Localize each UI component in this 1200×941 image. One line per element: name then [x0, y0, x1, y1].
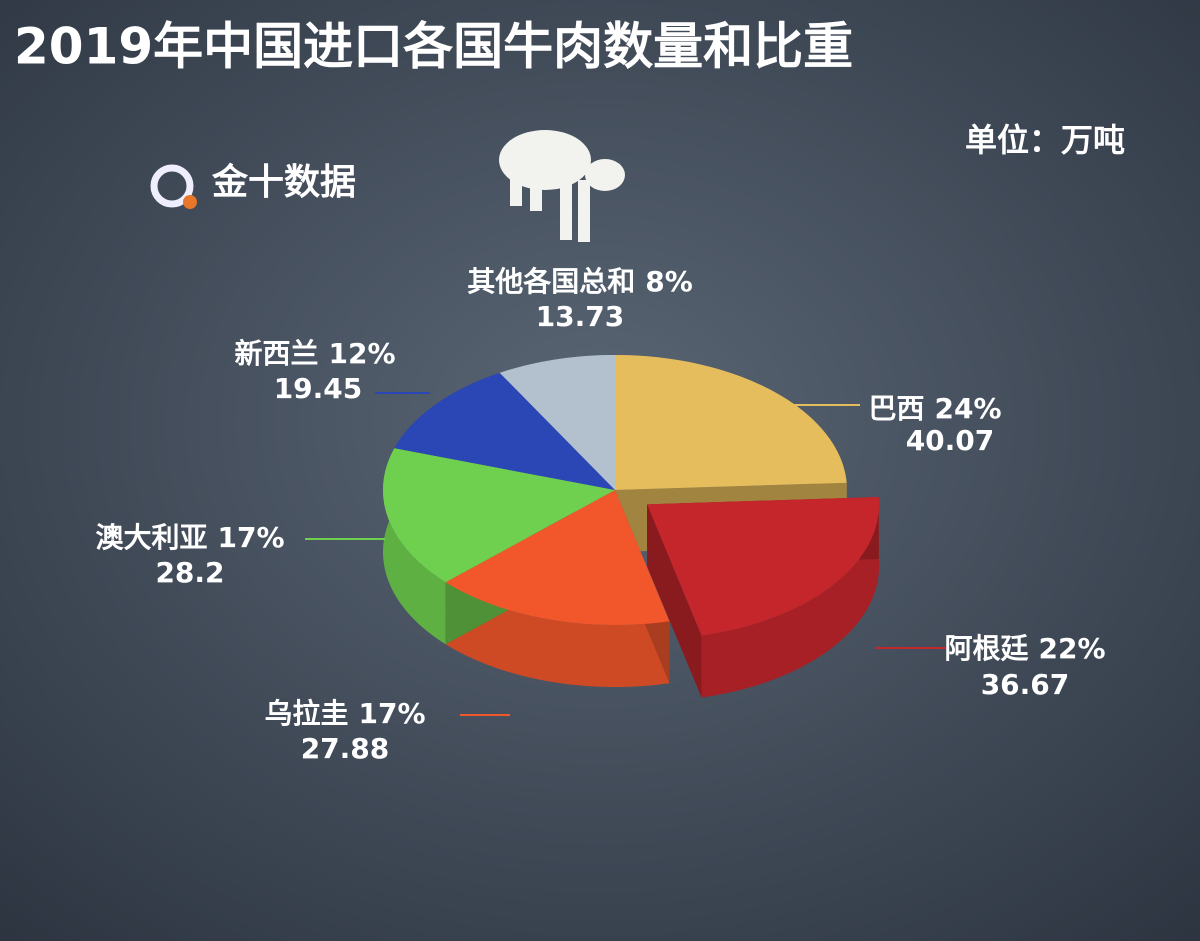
share-label: 12% — [328, 337, 395, 370]
cow — [499, 130, 625, 242]
cow-leg — [510, 170, 522, 206]
category-name: 阿根廷 — [944, 632, 1028, 665]
unit: 单位：万吨 — [965, 121, 1125, 159]
slice — [647, 497, 880, 636]
category-label: 乌拉圭 17% — [264, 697, 425, 730]
value-label: 19.45 — [274, 372, 363, 405]
title: 2019年中国进口各国牛肉数量和比重 — [14, 18, 853, 76]
cow-leg — [578, 180, 590, 242]
logo-icon — [150, 164, 194, 208]
category-label: 澳大利亚 17% — [95, 521, 284, 554]
category-name: 乌拉圭 — [264, 697, 348, 730]
category-name: 其他各国总和 — [467, 265, 635, 298]
share-label: 17% — [217, 521, 284, 554]
category-name: 巴西 — [868, 392, 924, 425]
slice — [445, 490, 670, 625]
share-label: 24% — [934, 392, 1001, 425]
value-label: 28.2 — [155, 556, 224, 589]
cow-leg — [560, 180, 572, 240]
slice — [615, 355, 847, 490]
category-label: 其他各国总和 8% — [467, 265, 693, 298]
share-label: 17% — [358, 697, 425, 730]
share-label: 8% — [645, 265, 693, 298]
cow-leg — [530, 175, 542, 211]
slice — [499, 355, 615, 490]
category-label: 新西兰 12% — [234, 337, 395, 370]
slice — [394, 372, 615, 490]
logo: 金十数据 — [150, 161, 356, 209]
category-label: 巴西 24% — [868, 392, 1001, 425]
value-label: 40.07 — [906, 424, 995, 457]
category-name: 新西兰 — [234, 337, 318, 370]
slice-side — [701, 497, 880, 698]
slice-wall — [647, 504, 702, 698]
cow-head — [585, 159, 625, 191]
value-label: 13.73 — [536, 300, 625, 333]
slice-side — [383, 448, 446, 645]
logo-dot — [183, 195, 197, 209]
logo-text: 金十数据 — [211, 161, 356, 203]
share-label: 22% — [1038, 632, 1105, 665]
category-label: 阿根廷 22% — [944, 632, 1105, 665]
pie — [383, 355, 880, 698]
slice — [383, 448, 615, 583]
value-label: 36.67 — [981, 668, 1070, 701]
value-label: 27.88 — [301, 732, 390, 765]
category-name: 澳大利亚 — [95, 521, 207, 554]
